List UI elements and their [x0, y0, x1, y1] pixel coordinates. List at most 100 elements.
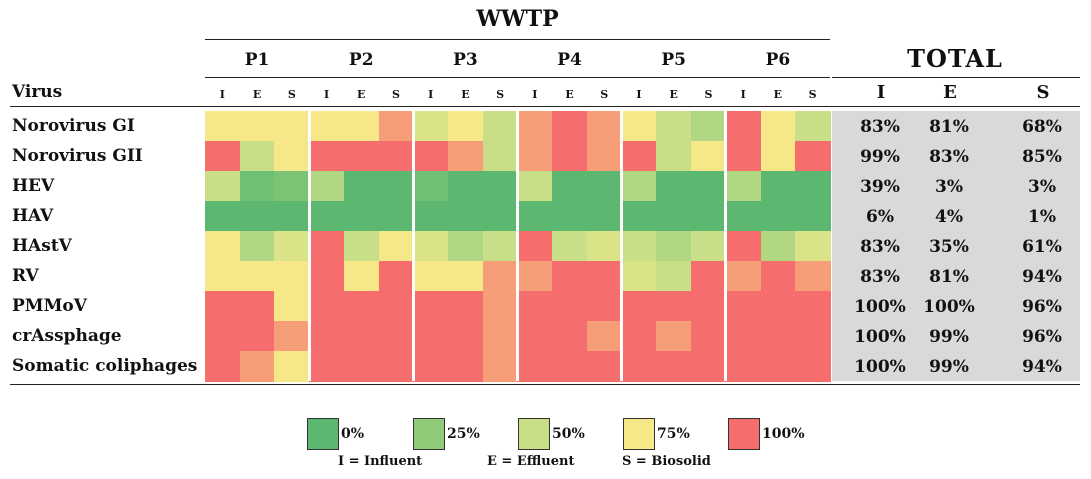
heatmap-cell: [413, 171, 449, 202]
sample-type-label: S: [287, 88, 296, 101]
heatmap-cell: [586, 321, 623, 352]
heatmap-cell: [725, 201, 762, 232]
total-value: 4%: [935, 207, 963, 227]
sample-type-label: E: [357, 88, 366, 101]
heatmap-cell: [725, 351, 762, 382]
sample-type-label: S: [704, 88, 713, 101]
heatmap-cell: [343, 141, 380, 172]
heatmap-cell: [586, 351, 623, 382]
total-value: 100%: [854, 327, 906, 347]
heatmap-cell: [413, 351, 449, 382]
heatmap-cell: [309, 321, 345, 352]
heatmap-cell: [309, 261, 345, 292]
total-column-label: S: [1036, 82, 1050, 103]
plant-label-p3: P3: [453, 50, 478, 70]
heatmap-cell: [586, 261, 623, 292]
total-value: 3%: [1028, 177, 1056, 197]
heatmap-cell: [482, 231, 519, 262]
heatmap-cell: [760, 291, 796, 322]
heatmap-cell: [795, 111, 831, 142]
heatmap-cell: [343, 321, 380, 352]
sample-type-label: E: [252, 88, 262, 101]
heatmap-cell: [343, 261, 380, 292]
total-value: 83%: [860, 117, 900, 137]
heatmap-cell: [656, 141, 692, 172]
heatmap-cell: [795, 141, 831, 172]
heatmap-cell: [795, 261, 831, 292]
heatmap-cell: [795, 291, 831, 322]
heatmap-cell: [343, 111, 380, 142]
heatmap-cell: [517, 201, 553, 232]
heatmap-cell: [448, 141, 484, 172]
heatmap-cell: [378, 111, 414, 142]
plant-underline: [205, 77, 830, 79]
legend-label: 50%: [552, 426, 585, 442]
heatmap-cell: [448, 321, 484, 352]
heatmap-cell: [760, 351, 796, 382]
heatmap-cell: [448, 171, 484, 202]
heatmap-cell: [552, 321, 588, 352]
heatmap-cell: [274, 231, 310, 262]
heatmap-cell: [691, 141, 727, 172]
heatmap-cell: [725, 111, 762, 142]
total-value: 61%: [1022, 237, 1062, 257]
heatmap-cell: [482, 141, 519, 172]
heatmap-cell: [448, 201, 484, 232]
heatmap-cell: [378, 141, 414, 172]
heatmap-cell: [656, 171, 692, 202]
heatmap-cell: [517, 291, 553, 322]
heatmap-cell: [691, 351, 727, 382]
heatmap-cell: [239, 141, 276, 172]
heatmap-cell: [656, 231, 692, 262]
plant-separator: [515, 111, 519, 381]
plant-separator: [307, 111, 311, 381]
heatmap-cell: [413, 261, 449, 292]
sample-type-label: I: [219, 88, 225, 101]
heatmap-cell: [621, 201, 657, 232]
row-label: HAV: [12, 206, 54, 226]
total-value: 83%: [929, 147, 969, 167]
sample-type-label: S: [600, 88, 609, 101]
row-label: HEV: [12, 176, 55, 196]
heatmap-cell: [760, 111, 796, 142]
heatmap-cell: [760, 261, 796, 292]
total-header: TOTAL: [907, 44, 1003, 73]
heatmap-cell: [413, 201, 449, 232]
plant-label-p1: P1: [244, 50, 270, 70]
row-label: RV: [12, 266, 39, 286]
heatmap-cell: [795, 231, 831, 262]
heatmap-cell: [725, 261, 762, 292]
total-value: 85%: [1022, 147, 1062, 167]
heatmap-cell: [239, 291, 276, 322]
heatmap-cell: [760, 201, 796, 232]
heatmap-cell: [552, 261, 588, 292]
row-label: Norovirus GI: [12, 116, 135, 136]
heatmap-cell: [239, 321, 276, 352]
heatmap-cell: [343, 291, 380, 322]
header-rule: [10, 106, 1080, 108]
row-label: Norovirus GII: [12, 146, 143, 166]
heatmap-cell: [552, 111, 588, 142]
legend-swatch: [413, 418, 445, 450]
sample-type-label: I: [323, 88, 330, 101]
heatmap-cell: [621, 261, 657, 292]
heatmap-cell: [552, 201, 588, 232]
heatmap-cell: [309, 291, 345, 322]
legend-label: 100%: [762, 426, 805, 442]
total-value: 81%: [929, 117, 969, 137]
row-header: Virus: [12, 82, 63, 102]
heatmap-cell: [482, 111, 519, 142]
abbreviation-note: S = Biosolid: [622, 454, 711, 469]
heatmap-cell: [239, 351, 276, 382]
heatmap-cell: [482, 321, 519, 352]
heatmap-cell: [482, 351, 519, 382]
legend-label: 25%: [447, 426, 480, 442]
heatmap-cell: [586, 171, 623, 202]
sample-type-label: E: [773, 88, 783, 101]
heatmap-cell: [205, 141, 241, 172]
heatmap-cell: [517, 171, 553, 202]
sample-type-label: I: [740, 88, 746, 101]
heatmap-cell: [309, 141, 345, 172]
heatmap-cell: [552, 171, 588, 202]
heatmap-cell: [378, 231, 414, 262]
